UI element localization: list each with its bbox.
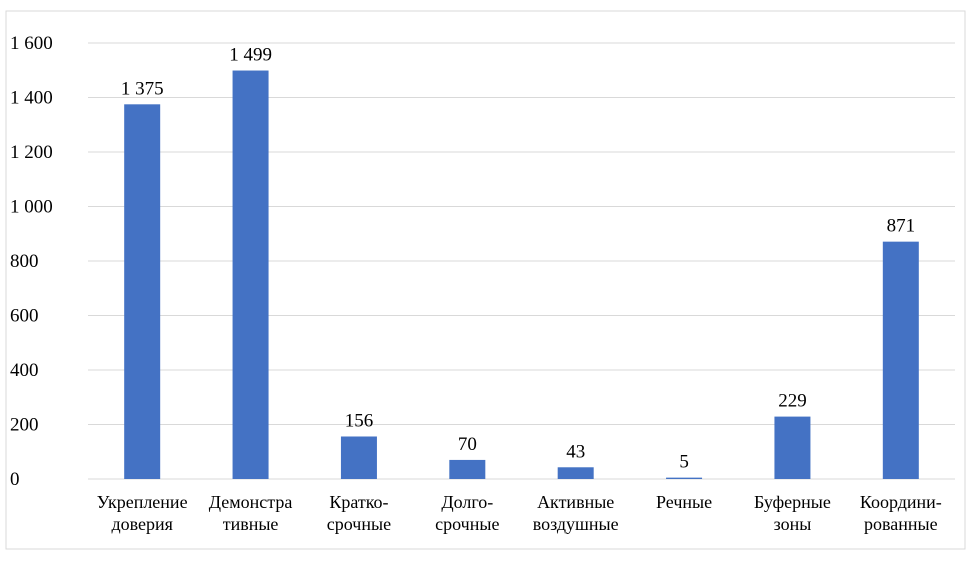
y-tick-label: 600 xyxy=(10,306,39,327)
data-labels: 1 375 1 499 156 70 43 5 229 871 xyxy=(121,45,915,473)
y-tick-label: 0 xyxy=(10,469,20,490)
data-label: 1 375 xyxy=(121,78,164,99)
data-label: 43 xyxy=(566,441,585,462)
x-tick-label-line: Демонстра xyxy=(209,492,293,512)
x-tick-label: Координи-рованные xyxy=(860,492,942,534)
x-tick-label: Активные воздушные xyxy=(533,492,619,534)
x-tick-label: Долго-срочные xyxy=(435,492,499,534)
y-tick-label: 1 400 xyxy=(10,88,53,109)
data-label: 5 xyxy=(679,452,689,473)
x-tick-label-line: Долго- xyxy=(441,492,493,512)
data-label: 229 xyxy=(778,391,807,412)
x-tick-label-line: Активные xyxy=(537,492,614,512)
y-tick-label: 1 000 xyxy=(10,197,53,218)
x-tick-label: Укрепление доверия xyxy=(97,492,188,534)
x-tick-label-line: воздушные xyxy=(533,514,619,534)
data-label: 156 xyxy=(345,410,374,431)
x-tick-label-line: Координи- xyxy=(860,492,942,512)
x-tick-label-line: Речные xyxy=(656,492,712,512)
bar xyxy=(340,436,377,479)
y-axis-ticks: 0 200 400 600 800 1 000 1 200 1 400 1 600 xyxy=(10,33,53,490)
data-label: 871 xyxy=(887,216,916,237)
x-tick-label: Кратко-срочные xyxy=(327,492,391,534)
x-axis-categories: Укрепление доверия Демонстра тивные Кратко-с… xyxy=(97,492,942,534)
gridlines xyxy=(88,42,955,480)
x-tick-label: Буферные зоны xyxy=(754,492,831,534)
bar xyxy=(882,241,919,479)
x-tick-label-line: тивные xyxy=(223,514,279,534)
bar xyxy=(557,467,594,479)
data-label: 1 499 xyxy=(229,45,272,66)
bar xyxy=(666,477,703,479)
x-tick-label-line: зоны xyxy=(774,514,812,534)
bar xyxy=(774,416,811,479)
bar xyxy=(124,104,161,479)
x-tick-label-line: Буферные xyxy=(754,492,831,512)
x-tick-label-line: Кратко- xyxy=(329,492,388,512)
y-tick-label: 800 xyxy=(10,251,39,272)
y-tick-label: 1 200 xyxy=(10,142,53,163)
x-tick-label: Демонстра тивные xyxy=(209,492,293,534)
y-tick-label: 400 xyxy=(10,360,39,381)
y-tick-label: 1 600 xyxy=(10,33,53,54)
bar xyxy=(232,70,269,480)
bars xyxy=(124,70,919,480)
bar xyxy=(449,459,486,479)
x-tick-label-line: рованные xyxy=(864,514,938,534)
x-tick-label: Речные xyxy=(656,492,712,512)
y-tick-label: 200 xyxy=(10,415,39,436)
data-label: 70 xyxy=(458,434,477,455)
x-tick-label-line: срочные xyxy=(327,514,391,534)
x-tick-label-line: доверия xyxy=(111,514,172,534)
x-tick-label-line: срочные xyxy=(435,514,499,534)
x-tick-label-line: Укрепление xyxy=(97,492,188,512)
